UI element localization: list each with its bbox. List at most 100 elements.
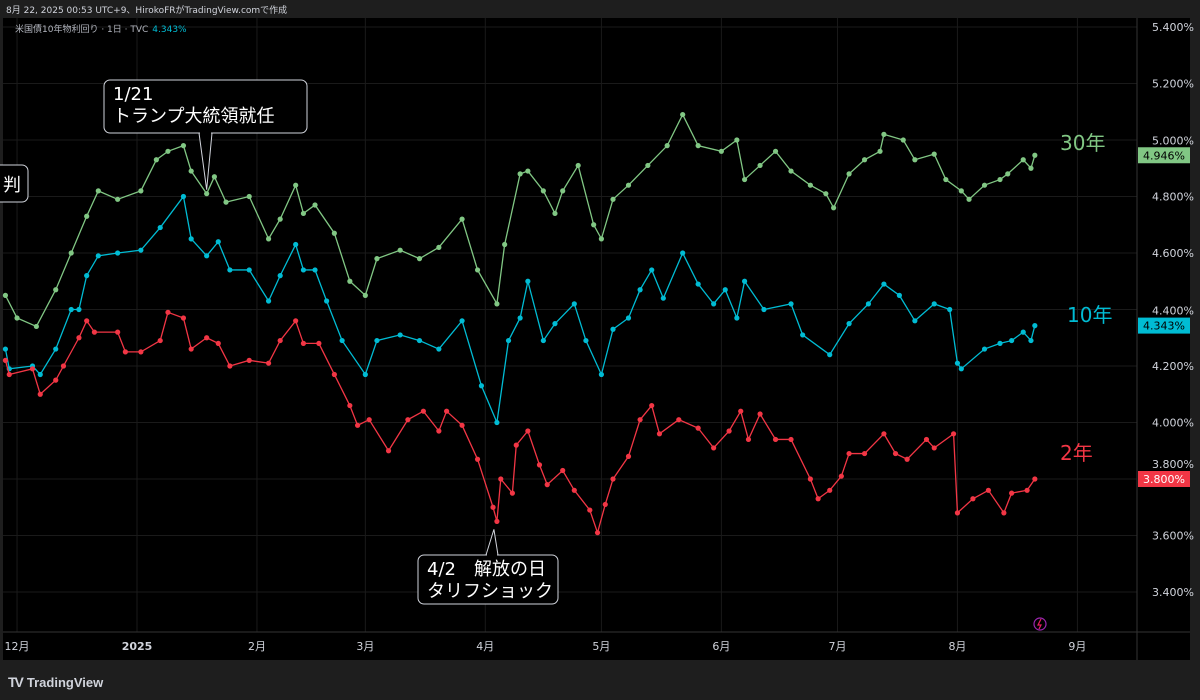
data-point — [827, 352, 833, 358]
data-point — [695, 281, 701, 287]
data-point — [943, 176, 949, 183]
data-point — [947, 306, 953, 313]
data-point — [53, 377, 59, 383]
data-point — [610, 476, 616, 482]
header-bar: 8月 22, 2025 00:53 UTC+9、HirokoFRがTrading… — [0, 0, 1200, 18]
data-point — [354, 422, 361, 428]
data-point — [637, 417, 643, 423]
data-point — [788, 301, 794, 307]
data-point — [865, 301, 872, 307]
x-tick-label: 5月 — [592, 640, 610, 653]
tradingview-logo[interactable]: TV TradingView — [8, 674, 103, 690]
data-point — [204, 191, 210, 197]
data-point — [2, 346, 9, 352]
data-point — [757, 411, 763, 417]
data-point — [312, 267, 318, 273]
data-point — [660, 295, 666, 301]
data-point — [2, 292, 9, 298]
data-point — [227, 267, 233, 273]
data-point — [877, 148, 883, 154]
data-point — [1020, 329, 1026, 335]
lightning-circle — [1033, 617, 1047, 631]
data-point — [772, 436, 779, 443]
data-point — [625, 315, 632, 321]
data-point — [138, 247, 144, 253]
data-point — [958, 188, 964, 194]
data-point — [1001, 510, 1007, 516]
data-point — [14, 315, 20, 321]
data-point — [138, 188, 144, 194]
logo-mark: TV — [8, 674, 24, 690]
data-point — [397, 247, 403, 253]
data-point — [931, 445, 937, 451]
annotation-partial: 判 — [0, 164, 29, 203]
data-point — [525, 278, 531, 284]
data-point — [892, 450, 899, 457]
x-tick-label: 12月 — [5, 640, 30, 653]
data-point — [900, 137, 906, 143]
data-point — [444, 408, 450, 414]
data-point — [591, 222, 597, 228]
last-price-tag — [1138, 471, 1190, 487]
last-price-value: 3.800% — [1143, 473, 1185, 486]
data-point — [293, 182, 299, 188]
data-point — [525, 168, 531, 174]
data-point — [478, 383, 485, 389]
callout-text: 4/2 解放の日 — [427, 559, 546, 580]
yield-chart: 5.400% 5.200% 5.000% 4.800% 4.600% 4.400% 4.20… — [0, 18, 1194, 660]
data-point — [95, 253, 101, 259]
data-point — [695, 425, 701, 431]
data-point — [180, 315, 187, 321]
symbol-legend[interactable]: 米国債10年物利回り · 1日 · TVC 4.343% — [15, 22, 187, 35]
data-point — [331, 230, 337, 236]
data-point — [76, 335, 82, 341]
data-point — [649, 402, 655, 409]
data-point — [904, 456, 910, 462]
data-point — [881, 281, 887, 287]
data-point — [997, 176, 1003, 183]
last-price-value: 4.946% — [1143, 149, 1185, 162]
data-point — [366, 417, 372, 423]
data-point — [385, 448, 392, 454]
data-point — [645, 162, 651, 169]
data-point — [68, 250, 74, 256]
data-point — [827, 487, 833, 493]
data-point — [300, 267, 307, 273]
data-point — [664, 143, 670, 149]
callout-text: 判 — [3, 175, 21, 196]
data-point — [881, 131, 887, 137]
y-tick-label: 5.200% — [1152, 78, 1194, 91]
data-point — [571, 487, 577, 493]
data-point — [734, 315, 740, 321]
data-point — [517, 171, 523, 177]
data-point — [215, 340, 221, 346]
x-tick-label: 8月 — [948, 640, 966, 653]
x-tick-label: 3月 — [356, 640, 374, 653]
data-point — [772, 148, 779, 154]
data-point — [1032, 323, 1038, 329]
data-point — [490, 504, 496, 510]
y-tick-label: 4.400% — [1152, 305, 1194, 318]
data-point — [831, 205, 837, 211]
data-point — [300, 210, 307, 217]
lightning-icon[interactable] — [1033, 617, 1047, 631]
data-point — [115, 196, 121, 202]
data-point — [552, 321, 558, 327]
data-point — [1009, 337, 1015, 344]
data-point — [474, 267, 481, 273]
data-point — [726, 428, 732, 434]
data-point — [625, 453, 632, 459]
data-point — [53, 346, 59, 352]
data-point — [494, 518, 500, 524]
data-point — [188, 346, 194, 352]
data-point — [347, 278, 353, 284]
data-point — [374, 337, 380, 344]
data-point — [215, 239, 221, 245]
data-point — [76, 306, 82, 313]
series-name-label: 2年 — [1060, 441, 1093, 465]
data-point — [223, 199, 229, 205]
data-point — [277, 273, 283, 279]
data-point — [157, 337, 163, 344]
series-name-label: 10年 — [1067, 303, 1112, 327]
